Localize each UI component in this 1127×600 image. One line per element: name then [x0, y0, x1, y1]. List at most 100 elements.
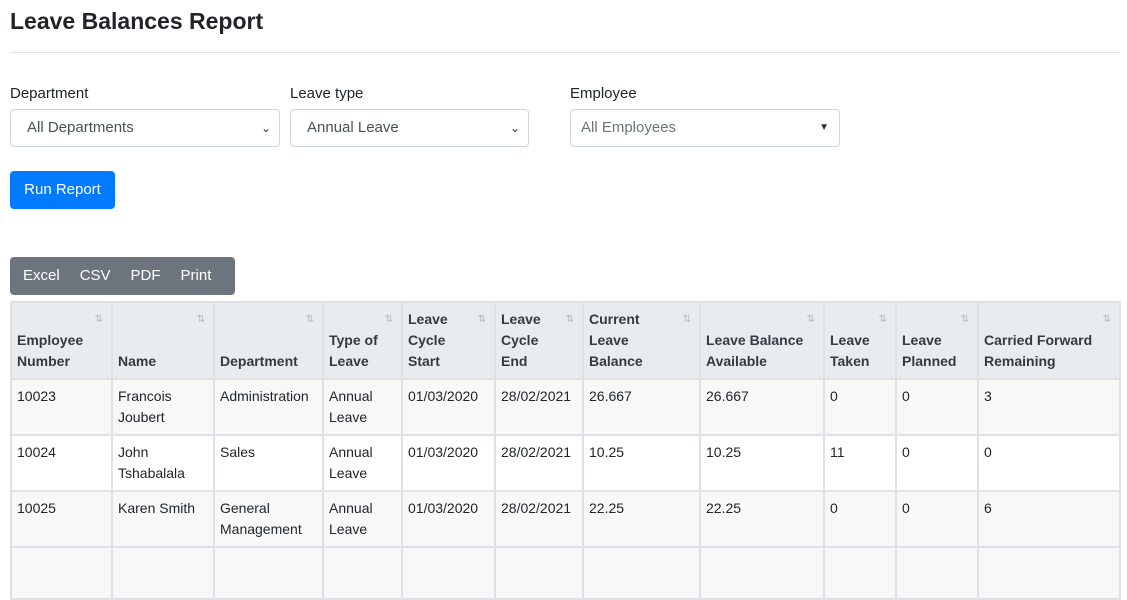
table-cell: [213, 546, 324, 600]
chevron-down-icon: ⌄: [260, 121, 271, 135]
column-header-label: Current Leave Balance: [589, 311, 643, 369]
table-cell: 11: [823, 434, 897, 492]
table-cell: Administration: [213, 378, 324, 436]
leave-type-value: Annual Leave: [307, 119, 399, 136]
table-cell: 0: [823, 490, 897, 548]
excel-button[interactable]: Excel: [23, 267, 60, 284]
column-header-label: Leave Taken: [830, 332, 870, 369]
print-button[interactable]: Print: [180, 267, 212, 284]
table-cell: [322, 546, 403, 600]
column-header[interactable]: ⇅ Department: [213, 301, 324, 380]
pdf-button[interactable]: PDF: [130, 267, 161, 284]
table-cell: [401, 546, 496, 600]
table-cell: [977, 546, 1121, 600]
table-cell: [699, 546, 825, 600]
chevron-down-icon: ⌄: [509, 121, 520, 135]
column-header-label: Carried Forward Remaining: [984, 332, 1093, 369]
sort-icon: ⇅: [682, 314, 691, 325]
column-header[interactable]: ⇅ Leave Balance Available: [699, 301, 825, 380]
employee-select[interactable]: All Employees ▼: [570, 109, 840, 147]
department-select[interactable]: All Departments ⌄: [10, 109, 280, 147]
table-cell: John Tshabalala: [111, 434, 215, 492]
column-header[interactable]: ⇅ Leave Taken: [823, 301, 897, 380]
table-cell: Annual Leave: [322, 378, 403, 436]
table-cell: [10, 546, 113, 600]
table-cell: Annual Leave: [322, 490, 403, 548]
column-header-label: Type of Leave: [329, 332, 378, 369]
column-header[interactable]: ⇅ Leave Planned: [895, 301, 979, 380]
table-cell: [494, 546, 584, 600]
table-row: 10025 Karen Smith General Management Annual…: [10, 490, 1121, 548]
table-cell: 10.25: [582, 434, 701, 492]
column-header[interactable]: ⇅ Current Leave Balance: [582, 301, 701, 380]
table-cell: 22.25: [582, 490, 701, 548]
table-cell: 28/02/2021: [494, 490, 584, 548]
caret-down-icon: ▼: [819, 122, 829, 133]
table-cell: 10025: [10, 490, 113, 548]
table-cell: 10.25: [699, 434, 825, 492]
table-cell: 28/02/2021: [494, 378, 584, 436]
csv-button[interactable]: CSV: [79, 267, 111, 284]
employee-label: Employee: [570, 85, 637, 102]
leave-type-label: Leave type: [290, 85, 364, 102]
table-row: 10023 Francois Joubert Administration Annua…: [10, 378, 1121, 436]
table-cell: Francois Joubert: [111, 378, 215, 436]
table-row: 10024 John Tshabalala Sales Annual Leave 01/…: [10, 434, 1121, 492]
table-cell: 01/03/2020: [401, 434, 496, 492]
table-cell: 0: [823, 378, 897, 436]
table-cell: 01/03/2020: [401, 490, 496, 548]
export-button-group: Excel CSV PDF Print: [10, 257, 235, 295]
sort-icon: ⇅: [305, 314, 314, 325]
table-cell: 01/03/2020: [401, 378, 496, 436]
table-cell: [895, 546, 979, 600]
column-header-label: Leave Cycle Start: [408, 311, 448, 369]
table-cell: 0: [895, 378, 979, 436]
sort-icon: ⇅: [477, 314, 486, 325]
column-header-label: Leave Cycle End: [501, 311, 541, 369]
table-cell: 0: [895, 490, 979, 548]
column-header[interactable]: ⇅ Name: [111, 301, 215, 380]
leave-type-select[interactable]: Annual Leave ⌄: [290, 109, 529, 147]
column-header[interactable]: ⇅ Type of Leave: [322, 301, 403, 380]
table-cell: 26.667: [582, 378, 701, 436]
column-header-label: Department: [220, 353, 298, 369]
department-label: Department: [10, 85, 89, 102]
table-cell: [582, 546, 701, 600]
sort-icon: ⇅: [196, 314, 205, 325]
table-cell: Karen Smith: [111, 490, 215, 548]
column-header-label: Leave Balance Available: [706, 332, 804, 369]
column-header[interactable]: ⇅ Carried Forward Remaining: [977, 301, 1121, 380]
table-cell: 28/02/2021: [494, 434, 584, 492]
column-header[interactable]: ⇅ Employee Number: [10, 301, 113, 380]
employee-value: All Employees: [581, 119, 677, 136]
table-cell: Sales: [213, 434, 324, 492]
table-cell: 26.667: [699, 378, 825, 436]
table-cell: 10023: [10, 378, 113, 436]
column-header-label: Leave Planned: [902, 332, 957, 369]
sort-icon: ⇅: [960, 314, 969, 325]
table-cell: 6: [977, 490, 1121, 548]
page-title: Leave Balances Report: [10, 8, 264, 34]
table-cell: 0: [977, 434, 1121, 492]
column-header-label: Name: [118, 353, 157, 369]
table-row: [10, 546, 1121, 600]
sort-icon: ⇅: [94, 314, 103, 325]
column-header[interactable]: ⇅ Leave Cycle End: [494, 301, 584, 380]
run-report-button[interactable]: Run Report: [10, 171, 115, 209]
department-value: All Departments: [27, 119, 134, 136]
table-cell: 10024: [10, 434, 113, 492]
table-cell: [823, 546, 897, 600]
table-cell: [111, 546, 215, 600]
table-cell: Annual Leave: [322, 434, 403, 492]
sort-icon: ⇅: [1102, 314, 1111, 325]
column-header[interactable]: ⇅ Leave Cycle Start: [401, 301, 496, 380]
table-cell: 3: [977, 378, 1121, 436]
column-header-label: Employee Number: [17, 332, 84, 369]
leave-balances-table: ⇅ Employee Number ⇅ Name ⇅ Department ⇅ Type of…: [10, 301, 1121, 600]
sort-icon: ⇅: [878, 314, 887, 325]
sort-icon: ⇅: [565, 314, 574, 325]
table-cell: 0: [895, 434, 979, 492]
divider: [10, 52, 1120, 53]
sort-icon: ⇅: [384, 314, 393, 325]
sort-icon: ⇅: [806, 314, 815, 325]
